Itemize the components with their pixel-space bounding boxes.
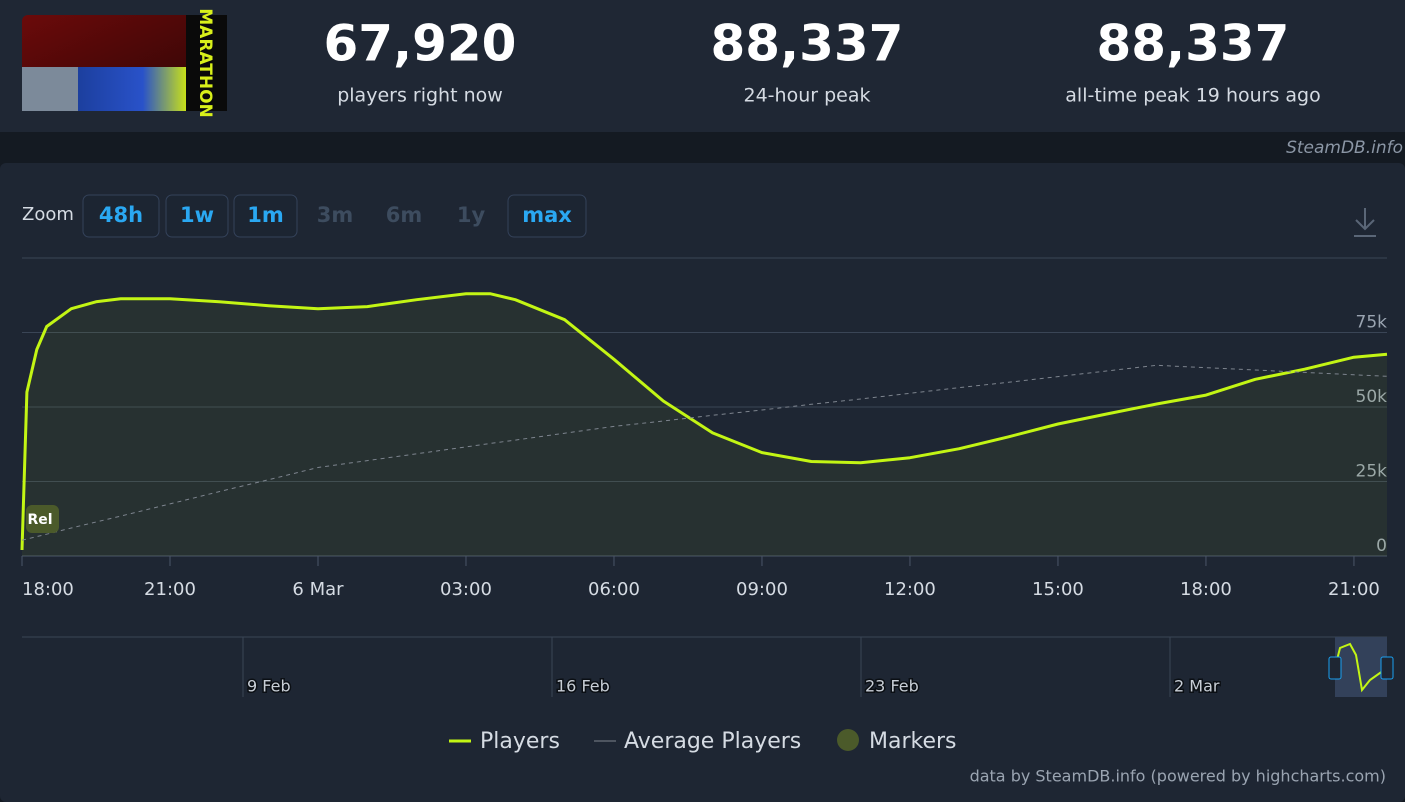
stat-value: 88,337 [1097, 15, 1290, 73]
stat-value: 67,920 [324, 15, 517, 73]
navigator-label: 23 Feb [865, 677, 919, 696]
series-line [20, 292, 1388, 551]
x-tick-label: 09:00 [736, 579, 788, 600]
y-tick-label: 50k [1356, 387, 1388, 407]
area-fill [22, 293, 1387, 556]
x-tick-label: 21:00 [1328, 579, 1380, 600]
game-logo: MARATHON [22, 8, 227, 118]
button-label: 1y [457, 203, 486, 227]
navigator-label: 2 Mar [1174, 677, 1220, 696]
x-tick-label: 18:00 [1180, 579, 1232, 600]
marker-label: Rel [27, 512, 52, 528]
footer: data by SteamDB.info (powered by highcha… [970, 767, 1386, 786]
chart-panel [0, 163, 1405, 802]
header-panel [0, 0, 1405, 132]
navigator-label: 16 Feb [556, 677, 610, 696]
button-label: max [522, 203, 572, 227]
x-tick-label: 12:00 [884, 579, 936, 600]
button-frame [233, 194, 298, 238]
legend-swatch [837, 729, 859, 751]
series-line [21, 364, 1388, 541]
stat-value: 88,337 [711, 15, 904, 73]
logo-strip [186, 15, 227, 111]
legend-label: Markers [869, 729, 957, 754]
button-label: 48h [99, 203, 143, 227]
navigator-label: 9 Feb [247, 677, 291, 696]
download-icon[interactable] [1354, 208, 1376, 237]
navigator-label: 2 Mar [1174, 677, 1220, 696]
zoom-button[interactable]: max [507, 194, 587, 238]
button-label: 1m [247, 203, 284, 227]
x-tick-label: 06:00 [588, 579, 640, 600]
logo-tile [22, 67, 78, 111]
button-frame [82, 194, 160, 238]
navigator-label: 9 Feb [247, 677, 291, 696]
navigator-line [1334, 642, 1388, 693]
zoom-button[interactable]: 1m [233, 194, 298, 238]
x-tick-label: 21:00 [144, 579, 196, 600]
navigator[interactable] [22, 636, 1394, 697]
zoom-button: 6m [386, 203, 423, 227]
download-glyph [1354, 208, 1376, 237]
button-frame [507, 194, 587, 238]
legend-item[interactable]: Markers [837, 729, 957, 754]
button-frame [165, 194, 229, 238]
marker-flag [26, 505, 59, 533]
zoom-button: 3m [317, 203, 354, 227]
stat-label: all-time peak 19 hours ago [1065, 85, 1320, 107]
x-tick-label: 15:00 [1032, 579, 1084, 600]
legend-item[interactable]: Average Players [594, 729, 801, 754]
x-tick-label: 18:00 [22, 579, 74, 600]
zoom-label: Zoom [22, 204, 74, 225]
stat-label: 24-hour peak [744, 85, 871, 107]
marker[interactable]: Rel [26, 505, 59, 533]
logo-tile [78, 67, 186, 111]
button-label: 3m [317, 203, 354, 227]
y-tick-label: 75k [1356, 313, 1388, 333]
x-tick-label: 6 Mar [292, 579, 344, 600]
y-tick-label: 25k [1356, 462, 1388, 482]
button-label: 6m [386, 203, 423, 227]
logo-text: MARATHON [195, 8, 215, 118]
navigator-label: 23 Feb [865, 677, 919, 696]
navigator-handle[interactable] [1328, 656, 1342, 680]
navigator-label: 16 Feb [556, 677, 610, 696]
legend-item[interactable]: Players [449, 729, 560, 754]
legend-label: Average Players [624, 729, 801, 754]
navigator-handle[interactable] [1380, 656, 1394, 680]
button-label: 1w [180, 203, 214, 227]
credit: SteamDB.info [1286, 138, 1403, 158]
zoom-button[interactable]: 1w [165, 194, 229, 238]
zoom-button[interactable]: 48h [82, 194, 160, 238]
legend-label: Players [480, 729, 560, 754]
y-tick-label: 0 [1376, 536, 1387, 556]
x-tick-label: 03:00 [440, 579, 492, 600]
stat-label: players right now [337, 85, 503, 107]
zoom-button: 1y [457, 203, 486, 227]
